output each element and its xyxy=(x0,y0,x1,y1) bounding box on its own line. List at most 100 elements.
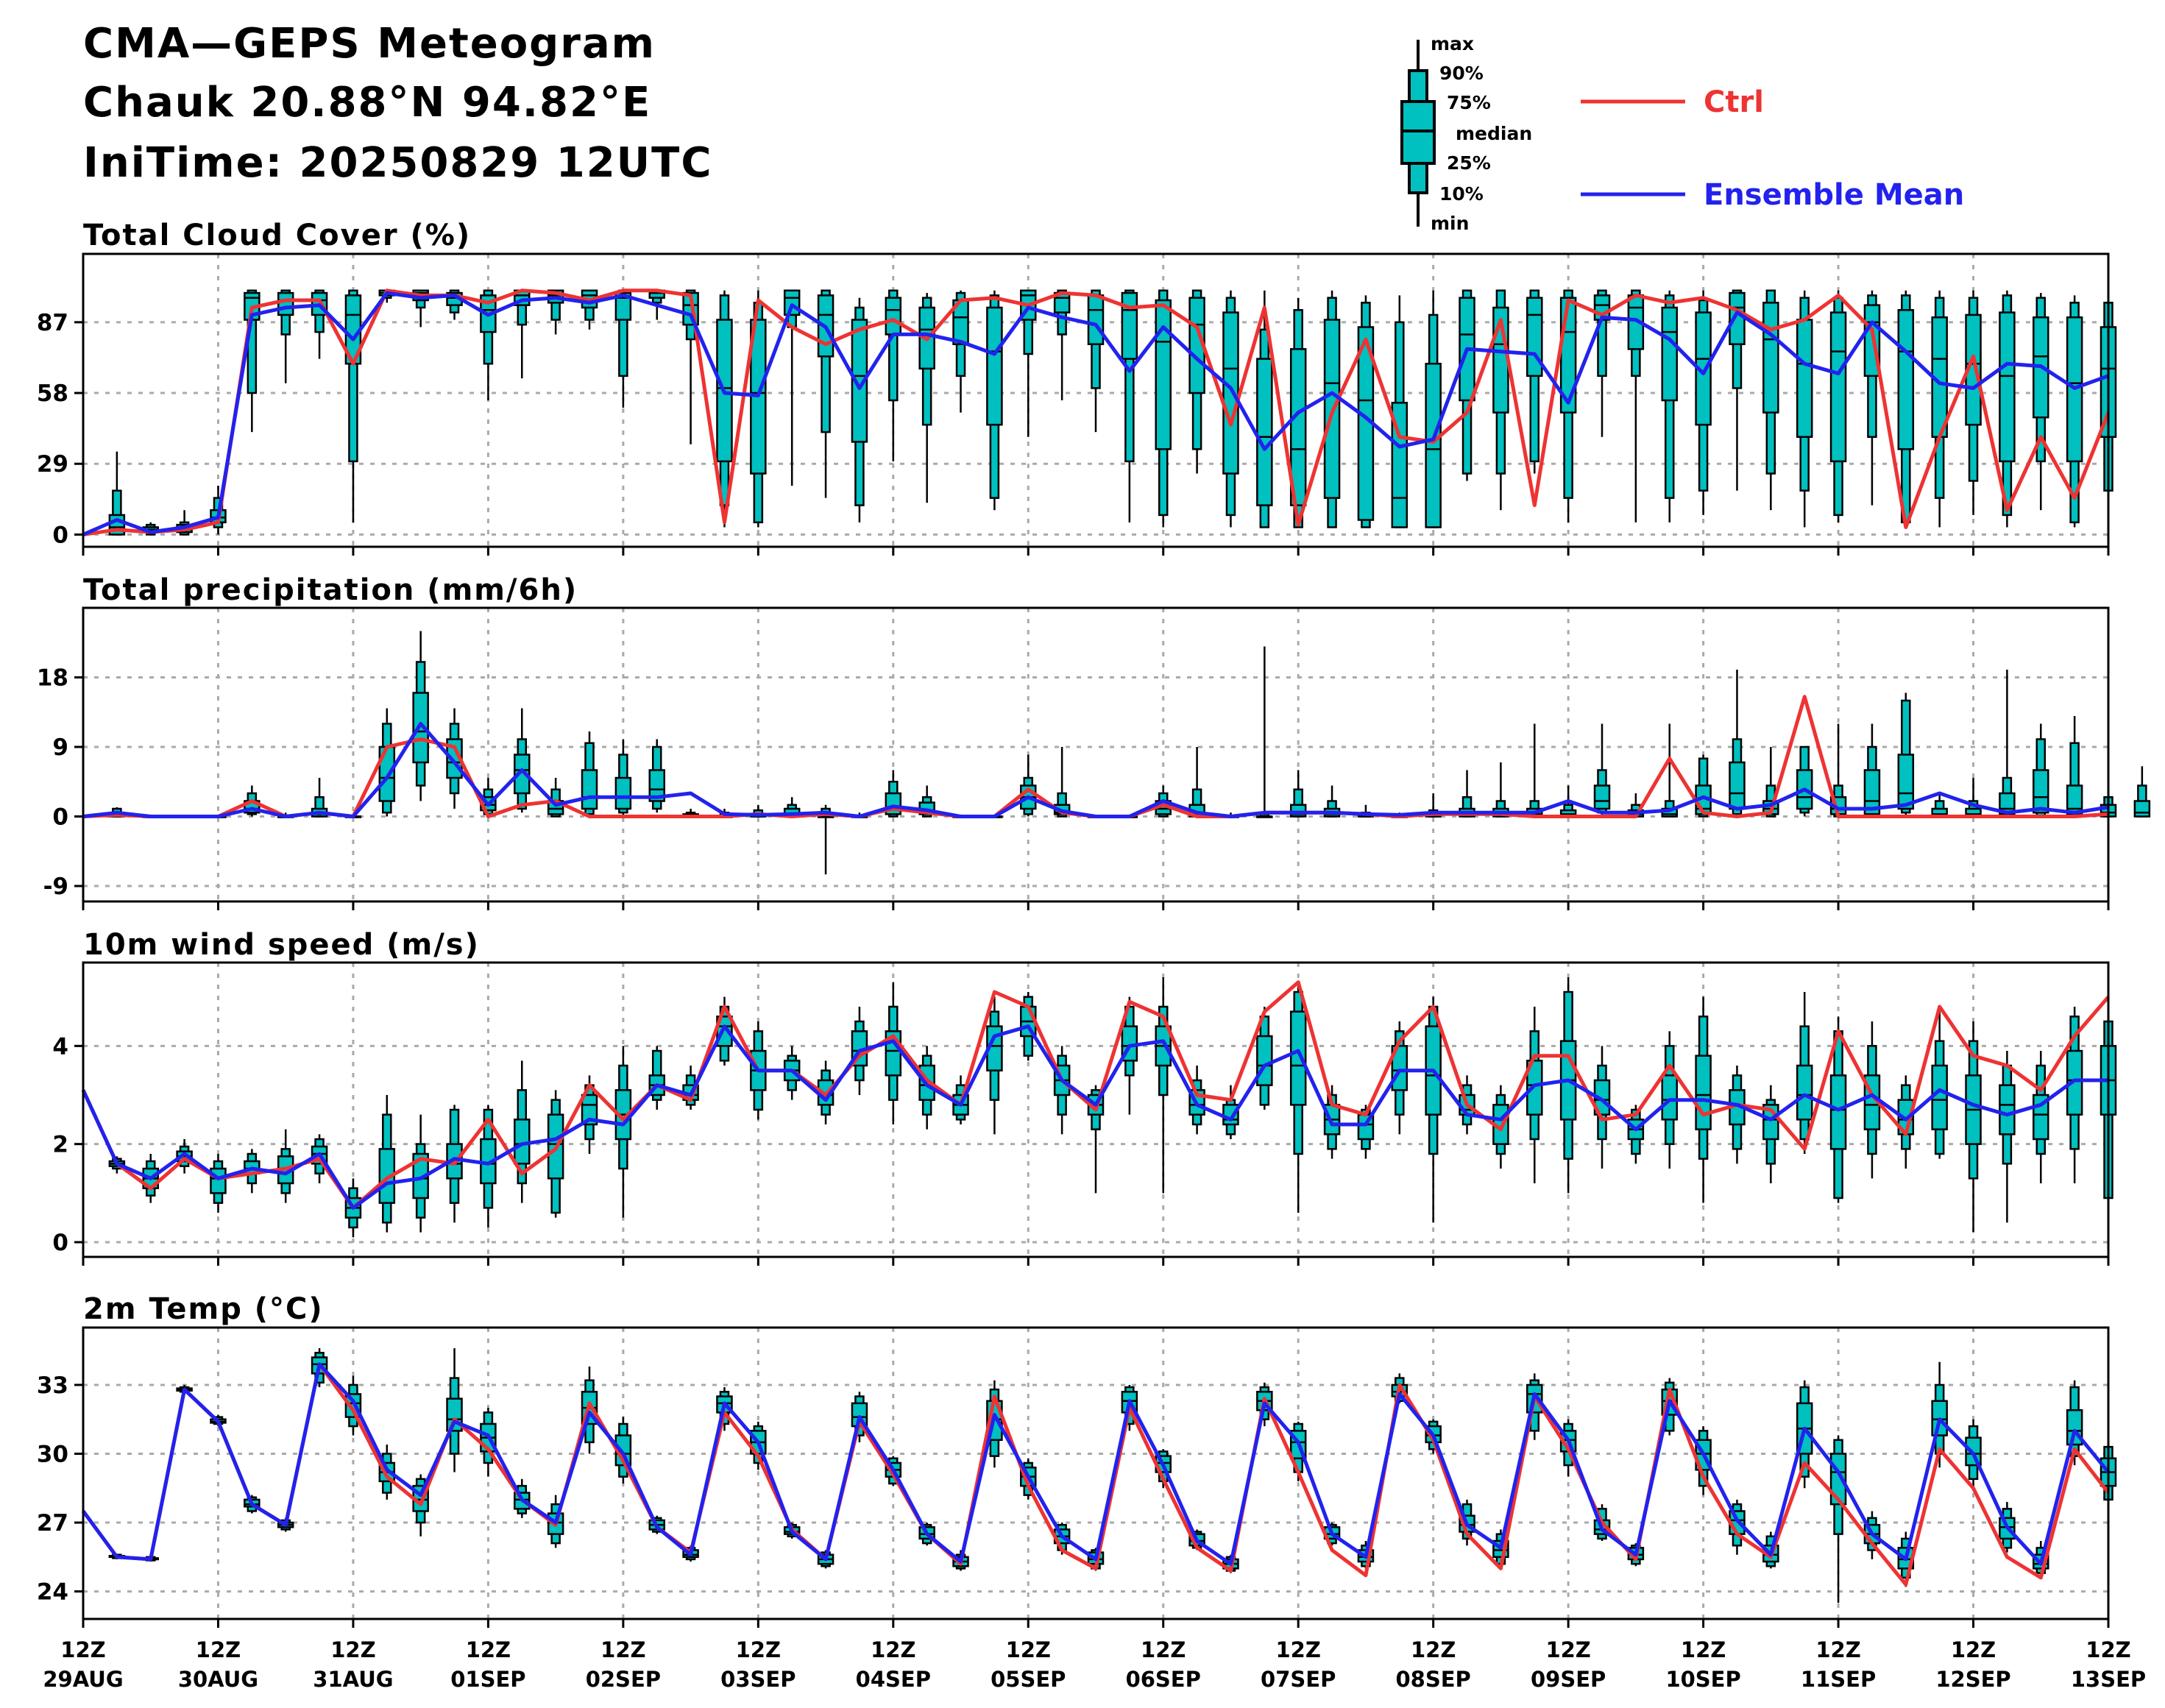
box-iqr xyxy=(581,769,598,810)
box-iqr xyxy=(514,754,531,795)
box-iqr xyxy=(1087,294,1105,345)
y-tick-label: 87 xyxy=(37,310,68,336)
box-plot xyxy=(1796,290,1813,528)
x-tick-label-hour: 12Z xyxy=(60,1637,105,1662)
box-plot xyxy=(581,289,598,330)
ctrl-line xyxy=(81,980,2110,1210)
box-p10-p90 xyxy=(1597,289,1607,378)
ctrl-line xyxy=(82,288,2111,536)
box-plot xyxy=(1897,692,1915,817)
box-iqr xyxy=(1121,291,1138,360)
box-iqr xyxy=(1829,311,1847,463)
panel-frame xyxy=(82,961,2110,1258)
box-plot xyxy=(1289,770,1307,818)
x-tick-label-hour: 12Z xyxy=(871,1637,915,1662)
box-iqr xyxy=(2066,1049,2083,1116)
x-tick-label-date: 10SEP xyxy=(1665,1667,1740,1692)
box-iqr xyxy=(1796,1064,1813,1121)
legend-label-max: max xyxy=(1431,33,1474,54)
box-p10-p90 xyxy=(348,289,358,463)
x-tick-label-date: 07SEP xyxy=(1261,1667,1336,1692)
y-tick-label: -9 xyxy=(43,874,68,900)
init-time-subtitle: IniTime: 20250829 12UTC xyxy=(83,139,712,187)
box-plot xyxy=(1425,290,1442,528)
box-iqr xyxy=(1829,1074,1847,1150)
box-plot xyxy=(480,1105,497,1227)
box-iqr xyxy=(1695,1055,1712,1130)
box-plot xyxy=(412,631,429,801)
box-plot xyxy=(1965,778,1982,818)
x-tick-label-hour: 12Z xyxy=(1951,1637,1996,1662)
box-plot xyxy=(2133,766,2151,818)
box-plot xyxy=(311,778,328,818)
box-iqr xyxy=(2133,800,2151,818)
box-iqr xyxy=(1729,761,1746,810)
box-plot xyxy=(1188,289,1205,474)
box-iqr xyxy=(2033,769,2049,814)
box-plot xyxy=(918,293,935,503)
box-plot xyxy=(1087,289,1105,433)
x-tick-label-date: 01SEP xyxy=(450,1667,525,1692)
x-tick-label-date: 02SEP xyxy=(586,1667,661,1692)
box-iqr xyxy=(1931,1064,1948,1130)
box-iqr xyxy=(1155,299,1172,450)
y-tick-label: 29 xyxy=(37,451,68,478)
box-iqr xyxy=(2066,784,2083,815)
panel-frame xyxy=(82,252,2110,548)
x-tick-label-date: 03SEP xyxy=(720,1667,796,1692)
x-tick-label-hour: 12Z xyxy=(600,1637,645,1662)
box-plot xyxy=(1155,977,1172,1194)
box-plot xyxy=(614,739,632,817)
legend-label-p75: 75% xyxy=(1447,92,1491,113)
x-tick-label-date: 31AUG xyxy=(313,1667,393,1692)
box-plot xyxy=(1897,1075,1915,1169)
box-plot xyxy=(2066,716,2083,818)
panel-cloud-cover: 0 29 58 87 xyxy=(37,252,2117,556)
x-tick-label-hour: 12Z xyxy=(1681,1637,1726,1662)
box-iqr xyxy=(614,291,632,321)
box-plot xyxy=(1829,1435,1847,1604)
box-plot xyxy=(1459,289,1475,481)
x-tick-label-hour: 12Z xyxy=(196,1637,241,1662)
panel-wind-speed: 0 2 4 xyxy=(52,961,2117,1266)
box-plot xyxy=(344,1375,362,1436)
box-plot xyxy=(210,1154,227,1213)
box-p10-p90 xyxy=(1124,289,1135,463)
box-plot xyxy=(1897,290,1915,528)
panel-title-precip: Total precipitation (mm/6h) xyxy=(83,573,578,607)
box-iqr xyxy=(1289,348,1307,506)
box-iqr xyxy=(885,297,902,336)
legend-boxplot-key: max 90% 75% median 25% 10% min xyxy=(1400,33,1532,234)
box-iqr xyxy=(210,1167,227,1194)
box-plot xyxy=(277,289,294,383)
box-plot xyxy=(614,1046,632,1218)
box-plot xyxy=(1931,1007,1948,1159)
box-plot xyxy=(1695,290,1712,515)
box-plot xyxy=(1863,723,1881,818)
box-plot xyxy=(1526,723,1543,818)
ensemble-mean-line xyxy=(82,722,2109,818)
box-plot xyxy=(378,708,396,817)
box-plot xyxy=(1965,1021,1982,1233)
x-tick-label-date: 06SEP xyxy=(1126,1667,1201,1692)
x-tick-label-date: 05SEP xyxy=(991,1667,1066,1692)
box-p10-p90 xyxy=(821,289,831,433)
box-plot xyxy=(1020,754,1037,817)
box-iqr xyxy=(1762,302,1779,414)
box-plot xyxy=(2033,1051,2049,1183)
box-plot xyxy=(514,1060,531,1203)
box-p10-p90 xyxy=(888,289,899,402)
x-tick-label-hour: 12Z xyxy=(1545,1637,1590,1662)
box-iqr xyxy=(614,776,632,810)
box-iqr xyxy=(1289,1010,1307,1106)
x-tick-label-date: 29AUG xyxy=(43,1667,123,1692)
box-plot xyxy=(1256,646,1273,818)
box-iqr xyxy=(1999,311,2016,463)
box-plot xyxy=(1188,747,1205,818)
panel-frame xyxy=(82,606,2110,903)
y-tick-label: 27 xyxy=(37,1510,68,1537)
x-tick-label-hour: 12Z xyxy=(1006,1637,1051,1662)
box-plot xyxy=(885,982,902,1124)
box-plot xyxy=(2033,723,2049,818)
box-plot xyxy=(1256,290,1273,528)
